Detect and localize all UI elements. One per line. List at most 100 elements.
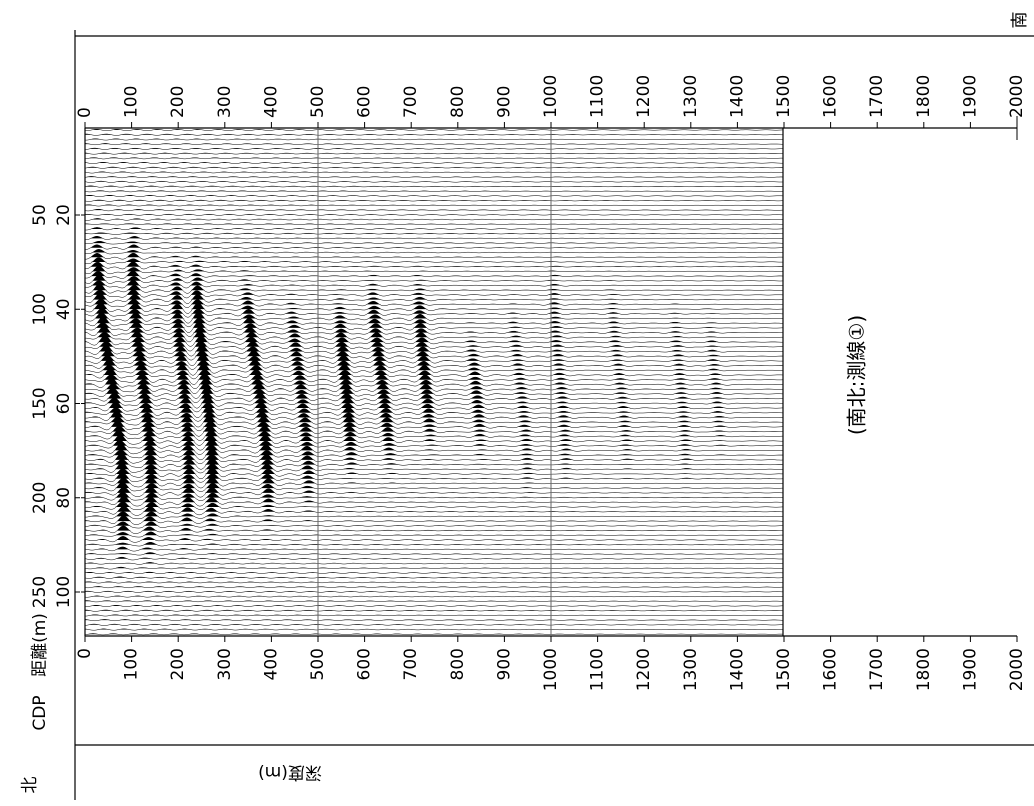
trace-fill <box>85 354 783 361</box>
trace <box>84 289 784 299</box>
depth-tick-label-top: 800 <box>448 86 468 118</box>
trace-fill <box>85 249 783 253</box>
trace <box>84 157 783 160</box>
trace <box>84 152 783 155</box>
trace-fill <box>85 439 783 446</box>
trace-fill <box>85 531 783 536</box>
distance-tick-label: 150 <box>30 387 50 419</box>
trace <box>84 176 784 179</box>
trace-fill <box>85 274 783 281</box>
trace <box>84 501 784 510</box>
depth-tick-label-bottom: 200 <box>168 648 188 680</box>
trace <box>84 340 783 352</box>
trace <box>84 515 784 525</box>
trace-fill <box>85 410 783 418</box>
trace <box>84 199 784 202</box>
trace <box>84 462 784 474</box>
trace-fill <box>85 511 783 517</box>
trace <box>84 261 783 270</box>
trace-fill <box>85 458 783 465</box>
trace <box>84 325 784 337</box>
depth-tick-label-bottom: 1200 <box>634 648 654 691</box>
trace-fill <box>85 448 783 456</box>
trace <box>84 392 784 404</box>
distance-tick-label: 100 <box>30 293 50 325</box>
distance-tick-label: 200 <box>30 482 50 514</box>
trace <box>84 162 783 164</box>
depth-tick-label-bottom: 1600 <box>821 648 841 691</box>
depth-tick-label-bottom: 1400 <box>727 648 747 691</box>
trace <box>84 302 784 314</box>
trace <box>84 566 784 570</box>
trace-fill <box>85 477 783 484</box>
trace <box>84 614 784 617</box>
depth-tick-label-top: 500 <box>308 86 328 118</box>
trace-fill <box>85 383 783 390</box>
trace <box>84 335 783 347</box>
depth-tick-label-bottom: 800 <box>448 648 468 680</box>
depth-tick-label-bottom: 500 <box>308 648 328 680</box>
trace <box>85 410 784 422</box>
trace <box>84 619 784 622</box>
depth-tick-label-bottom: 1900 <box>960 648 980 691</box>
trace <box>84 143 784 146</box>
trace <box>84 265 784 275</box>
trace <box>84 443 783 455</box>
trace <box>85 415 784 428</box>
trace <box>84 477 784 489</box>
trace-fill <box>85 171 783 173</box>
distance-axis-label: 距離(m) <box>30 613 50 677</box>
trace <box>84 257 783 265</box>
trace <box>84 633 783 636</box>
cdp-tick-label: 100 <box>54 576 74 608</box>
trace-fill <box>85 430 783 437</box>
trace <box>84 600 784 603</box>
trace-fill <box>85 420 783 427</box>
trace <box>84 472 784 483</box>
depth-tick-label-top: 400 <box>261 86 281 118</box>
trace <box>84 541 783 547</box>
trace-fill <box>85 415 783 423</box>
trace-fill <box>85 181 783 182</box>
trace <box>84 571 784 574</box>
trace <box>84 556 783 561</box>
trace <box>84 208 784 212</box>
trace <box>84 240 784 245</box>
trace-fill <box>85 552 783 555</box>
trace <box>84 576 784 579</box>
trace <box>84 171 783 174</box>
trace-fill <box>85 283 783 291</box>
depth-tick-label-bottom: 400 <box>261 648 281 680</box>
trace-fill <box>85 546 783 550</box>
trace-fill <box>85 190 783 192</box>
depth-tick-label-bottom: 1500 <box>774 648 794 691</box>
trace <box>84 218 784 221</box>
trace <box>85 609 784 612</box>
trace <box>84 213 784 216</box>
cdp-tick-label: 60 <box>54 393 74 415</box>
depth-tick-label-top: 600 <box>355 86 375 118</box>
trace <box>84 274 784 284</box>
trace <box>84 448 783 461</box>
depth-tick-label-bottom: 1800 <box>914 648 934 691</box>
trace <box>84 129 784 131</box>
depth-tick-label-top: 1000 <box>541 75 561 118</box>
line-name: (南北:測線①) <box>845 315 869 435</box>
depth-tick-label-bottom: 1100 <box>588 648 608 691</box>
trace <box>85 511 784 520</box>
trace <box>85 227 784 231</box>
depth-tick-label-top: 1300 <box>681 75 701 118</box>
trace <box>85 235 784 240</box>
trace-fill <box>85 257 783 262</box>
trace-fill <box>85 586 783 588</box>
trace <box>85 133 783 136</box>
depth-tick-label-top: 1700 <box>867 75 887 118</box>
depth-tick-label-top: 700 <box>401 86 421 118</box>
trace-fill <box>85 378 783 385</box>
distance-tick-label: 50 <box>30 204 50 226</box>
trace <box>84 298 784 308</box>
trace-fill <box>85 496 783 503</box>
depth-tick-label-bottom: 900 <box>494 648 514 680</box>
trace-fill <box>85 567 783 569</box>
